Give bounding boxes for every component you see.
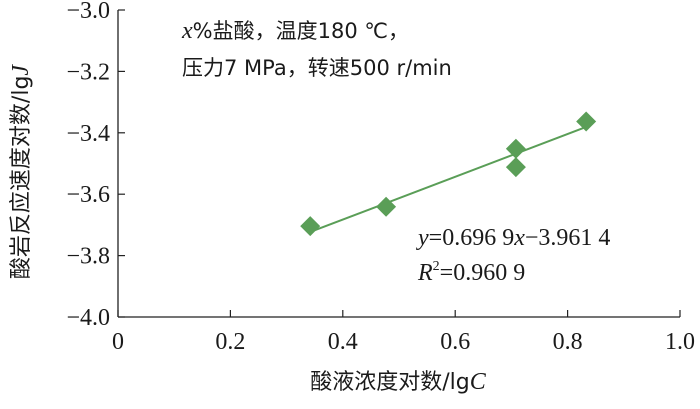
x-tick-label: 0.8	[553, 329, 583, 355]
y-tick-label: −3.4	[66, 121, 110, 147]
x-tick-label: 1.0	[665, 329, 695, 355]
trendline-group	[309, 125, 587, 233]
data-points	[300, 111, 597, 237]
data-point	[505, 157, 526, 178]
y-tick-label: −3.0	[66, 0, 110, 24]
x-tick-label: 0.6	[440, 329, 470, 355]
y-tick-label: −3.2	[66, 59, 110, 85]
annotation-line-1: x%盐酸，温度180 ℃，	[181, 18, 409, 44]
annotation-line-2: 压力7 MPa，转速500 r/min	[182, 56, 452, 80]
y-axis-title: 酸岩反应速度对数/lgJ	[8, 64, 34, 280]
x-tick-label: 0.4	[328, 329, 358, 355]
y-tick-label: −3.8	[66, 244, 110, 270]
regression-equation: y=0.696 9x−3.961 4	[416, 225, 610, 251]
data-point	[300, 216, 321, 237]
trendline	[309, 125, 587, 233]
data-point	[376, 196, 397, 217]
x-tick-label: 0	[112, 329, 124, 355]
data-point	[505, 138, 526, 159]
y-tick-label: −3.6	[66, 182, 110, 208]
y-tick-label: −4.0	[66, 305, 110, 331]
r-squared: R2=0.960 9	[417, 259, 525, 286]
data-point	[576, 111, 597, 132]
x-tick-label: 0.2	[215, 329, 245, 355]
ticks: 0 0.2 0.4 0.6 0.8 1.0 −3.0 −3.2 −3.4 −3.6 −3.8 −4.0	[66, 0, 695, 355]
axes	[117, 10, 680, 318]
x-axis-title: 酸液浓度对数/lgC	[310, 369, 487, 395]
